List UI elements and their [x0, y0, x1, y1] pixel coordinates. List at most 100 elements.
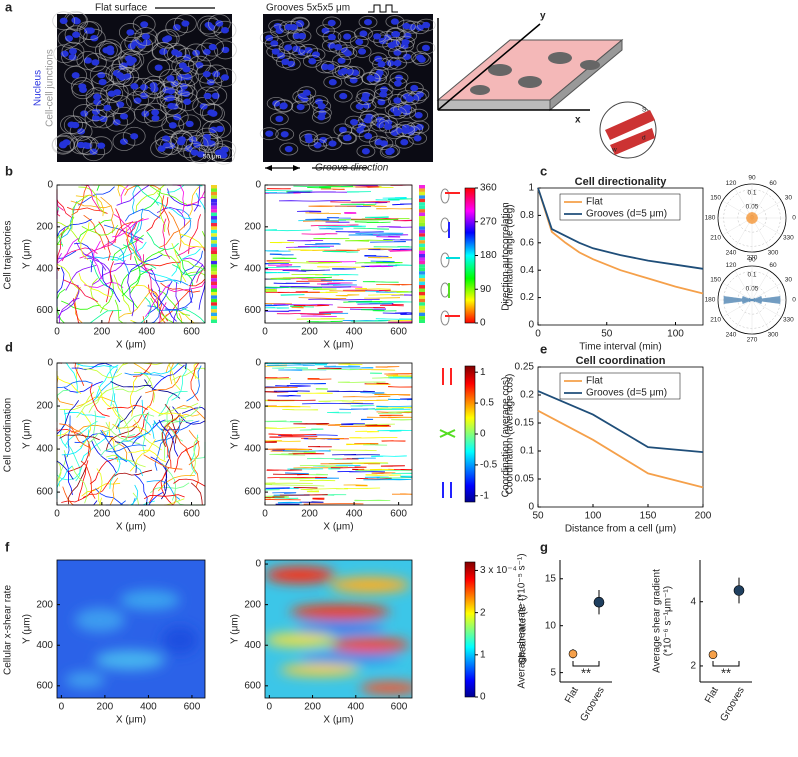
trajectory	[305, 218, 330, 221]
nucleus	[401, 38, 410, 46]
trajectory	[355, 186, 380, 188]
trajectory	[62, 486, 79, 506]
trajectory	[264, 482, 313, 484]
trajectory	[93, 410, 101, 451]
trajectory	[388, 410, 413, 413]
trajectory	[391, 419, 413, 421]
nucleus	[83, 57, 92, 64]
trajectory	[320, 188, 345, 190]
trajectory	[140, 362, 179, 375]
theta-grid	[751, 299, 782, 318]
trajectory	[338, 363, 363, 365]
color-strip	[419, 264, 425, 268]
trajectories	[56, 362, 206, 506]
cell-junction	[266, 45, 286, 58]
trajectory	[61, 201, 78, 239]
trajectory	[355, 232, 404, 234]
nucleus	[328, 140, 337, 147]
trajectory	[108, 458, 144, 477]
y-axis-label: Average shear gradient	[652, 569, 663, 673]
x-tick-label: 50	[532, 511, 544, 522]
trajectory	[275, 385, 311, 387]
color-strip	[419, 195, 425, 199]
cell-junction	[373, 87, 393, 101]
color-strip	[419, 191, 425, 196]
trajectory	[81, 224, 119, 236]
nucleus	[220, 146, 229, 153]
nucleus	[202, 70, 211, 78]
cell-junction	[388, 46, 407, 59]
x-tick-label: 200	[695, 511, 712, 522]
nucleus	[415, 24, 424, 31]
trajectory	[360, 309, 397, 312]
nucleus	[417, 56, 426, 63]
cell-junction	[393, 103, 412, 116]
color-strip	[419, 281, 425, 286]
trajectory	[351, 457, 376, 459]
trajectory	[150, 456, 168, 491]
color-strip	[211, 195, 217, 199]
trajectory	[190, 362, 200, 401]
nucleus	[339, 92, 348, 100]
nucleus	[393, 109, 402, 117]
cell-junction	[192, 96, 216, 116]
cell-junction	[408, 131, 428, 145]
nucleus	[284, 145, 293, 153]
cell-junction	[335, 44, 355, 58]
cell-junction	[82, 142, 106, 162]
y-tick-label: 600	[36, 487, 53, 498]
trajectory	[354, 499, 391, 502]
trajectory	[172, 282, 179, 323]
trajectory	[266, 260, 291, 262]
nucleus	[401, 127, 410, 134]
cell-junction	[274, 99, 293, 113]
y-tick-label: 2	[690, 661, 696, 672]
cell-junction	[269, 112, 289, 126]
nucleus	[296, 103, 305, 111]
nucleus	[221, 74, 230, 81]
nucleus	[338, 126, 347, 134]
trajectory	[307, 186, 332, 189]
trajectory	[278, 200, 351, 202]
trajectory	[130, 221, 142, 260]
trajectory	[266, 469, 303, 471]
color-strip	[419, 278, 425, 282]
cell-junction	[57, 29, 81, 48]
cell-junction	[201, 37, 225, 57]
color-strip	[211, 302, 217, 306]
y-tick-label: 200	[36, 599, 53, 610]
trajectory	[279, 494, 328, 496]
color-strip	[211, 229, 217, 234]
nucleus	[334, 43, 343, 51]
colorbar-label: Orientation angle (deg)	[505, 204, 516, 306]
trajectory	[107, 240, 130, 275]
trajectory	[280, 294, 305, 296]
trajectory	[298, 219, 347, 222]
cell-junction	[154, 129, 178, 149]
trajectory	[339, 425, 388, 427]
trajectory	[264, 498, 301, 501]
x-tick-label: 600	[391, 702, 408, 713]
trajectory	[127, 208, 144, 247]
axes-frame	[537, 366, 704, 508]
trajectory	[318, 400, 355, 402]
cell-junction	[83, 52, 107, 72]
trajectory	[301, 315, 337, 317]
trajectory	[374, 394, 411, 396]
nucleus	[337, 57, 346, 64]
trajectory	[139, 261, 181, 268]
nucleus	[208, 43, 217, 51]
axes-frame	[56, 559, 206, 699]
trajectory	[316, 423, 353, 426]
cell-junction	[212, 145, 236, 165]
trajectory	[76, 363, 118, 368]
nucleus	[373, 33, 382, 40]
y-tick-label: 0	[47, 358, 53, 369]
color-strip	[419, 226, 425, 230]
trajectory	[111, 469, 153, 478]
trajectory	[157, 192, 166, 232]
color-strip	[211, 309, 217, 313]
trajectory	[77, 186, 115, 206]
nucleus	[355, 103, 364, 110]
trajectory	[112, 234, 144, 261]
